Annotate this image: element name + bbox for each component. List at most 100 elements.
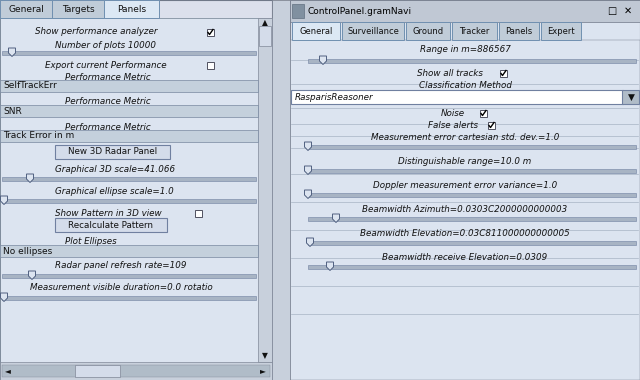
Text: Performance Metric: Performance Metric [65,73,150,81]
Text: Targets: Targets [61,5,94,14]
Bar [55,218,167,232]
Bar [104,0,159,18]
Bar [2,177,256,181]
Bar [308,193,636,197]
Bar [75,365,120,377]
Text: Tracker: Tracker [460,27,490,35]
Bar [308,59,636,63]
Bar [0,0,272,380]
Text: ►: ► [260,366,266,375]
Bar [479,109,486,117]
Text: Radar panel refresh rate=109: Radar panel refresh rate=109 [55,261,186,271]
Text: Ground: Ground [412,27,444,35]
Text: Track Error in m: Track Error in m [3,131,74,141]
Text: ControlPanel.gramNavi: ControlPanel.gramNavi [307,6,411,16]
Polygon shape [1,293,8,301]
Text: Number of plots 10000: Number of plots 10000 [55,41,156,49]
Bar [499,70,506,76]
Bar [2,365,270,377]
Bar [2,51,256,55]
Bar [292,4,304,18]
Text: Classification Method: Classification Method [419,81,511,90]
Polygon shape [326,262,333,271]
Text: Measurement visible duration=0.0 rotatio: Measurement visible duration=0.0 rotatio [30,283,212,293]
Bar [291,90,623,104]
Text: ◄: ◄ [5,366,11,375]
Bar [541,22,581,40]
Text: Plot Ellipses: Plot Ellipses [65,238,116,247]
Text: Surveillance: Surveillance [347,27,399,35]
Text: Beamwidth Elevation=0.03C811000000000005: Beamwidth Elevation=0.03C811000000000005 [360,228,570,238]
Text: False alerts: False alerts [428,120,478,130]
Bar [622,90,639,104]
Text: SNR: SNR [3,106,22,116]
Bar [290,0,640,22]
Polygon shape [305,190,312,198]
Bar [308,169,636,173]
Text: No ellipses: No ellipses [3,247,52,255]
Text: ▼: ▼ [628,92,634,101]
Text: Show performance analyzer: Show performance analyzer [35,27,157,36]
Text: ▲: ▲ [262,19,268,27]
Bar [342,22,404,40]
Bar [259,26,271,46]
Text: ✕: ✕ [624,6,632,16]
Bar [0,105,258,117]
Bar [0,245,258,257]
Polygon shape [333,214,339,223]
Bar [308,241,636,245]
Text: RasparisReasoner: RasparisReasoner [295,92,374,101]
Polygon shape [307,238,314,247]
Text: Measurement error cartesian std. dev.=1.0: Measurement error cartesian std. dev.=1.… [371,133,559,141]
Bar [452,22,497,40]
Text: Noise: Noise [441,109,465,117]
Text: Show all tracks: Show all tracks [417,68,483,78]
Text: Expert: Expert [547,27,575,35]
Text: Recalculate Pattern: Recalculate Pattern [68,220,154,230]
Bar [55,145,170,159]
Polygon shape [319,56,326,65]
Bar [2,296,256,300]
Text: Performance Metric: Performance Metric [65,98,150,106]
Text: Distinguishable range=10.0 m: Distinguishable range=10.0 m [398,157,532,166]
Bar [207,62,214,68]
Text: Beamwidth Azimuth=0.0303C2000000000003: Beamwidth Azimuth=0.0303C2000000000003 [362,204,568,214]
Bar [488,122,495,128]
Bar [52,0,104,18]
Bar [258,18,272,362]
Polygon shape [26,174,33,182]
Bar [290,0,640,380]
Text: General: General [300,27,333,35]
Bar [308,265,636,269]
Text: Graphical 3D scale=41.066: Graphical 3D scale=41.066 [55,165,175,174]
Text: New 3D Radar Panel: New 3D Radar Panel [68,147,157,157]
Bar [0,0,52,18]
Text: Export current Performance: Export current Performance [45,60,166,70]
Bar [499,22,539,40]
Bar [0,130,258,142]
Bar [207,28,214,35]
Text: Show Pattern in 3D view: Show Pattern in 3D view [55,209,162,217]
Text: General: General [8,5,44,14]
Polygon shape [29,271,35,280]
Text: SelfTrackErr: SelfTrackErr [3,81,57,90]
Bar [290,40,640,380]
Bar [2,199,256,203]
Bar [0,362,272,380]
Bar [195,209,202,217]
Bar [0,80,258,92]
Text: Performance Metric: Performance Metric [65,122,150,131]
Text: ▼: ▼ [262,352,268,361]
Text: Graphical ellipse scale=1.0: Graphical ellipse scale=1.0 [55,187,173,195]
Bar [308,217,636,221]
Bar [272,0,290,380]
Text: Beamwidth receive Elevation=0.0309: Beamwidth receive Elevation=0.0309 [382,252,548,261]
Bar [2,274,256,278]
Text: □: □ [607,6,616,16]
Text: Doppler measurement error variance=1.0: Doppler measurement error variance=1.0 [373,180,557,190]
Bar [406,22,450,40]
Text: Range in m=886567: Range in m=886567 [420,46,511,54]
Text: Panels: Panels [117,5,146,14]
Text: Panels: Panels [506,27,532,35]
Bar [308,145,636,149]
